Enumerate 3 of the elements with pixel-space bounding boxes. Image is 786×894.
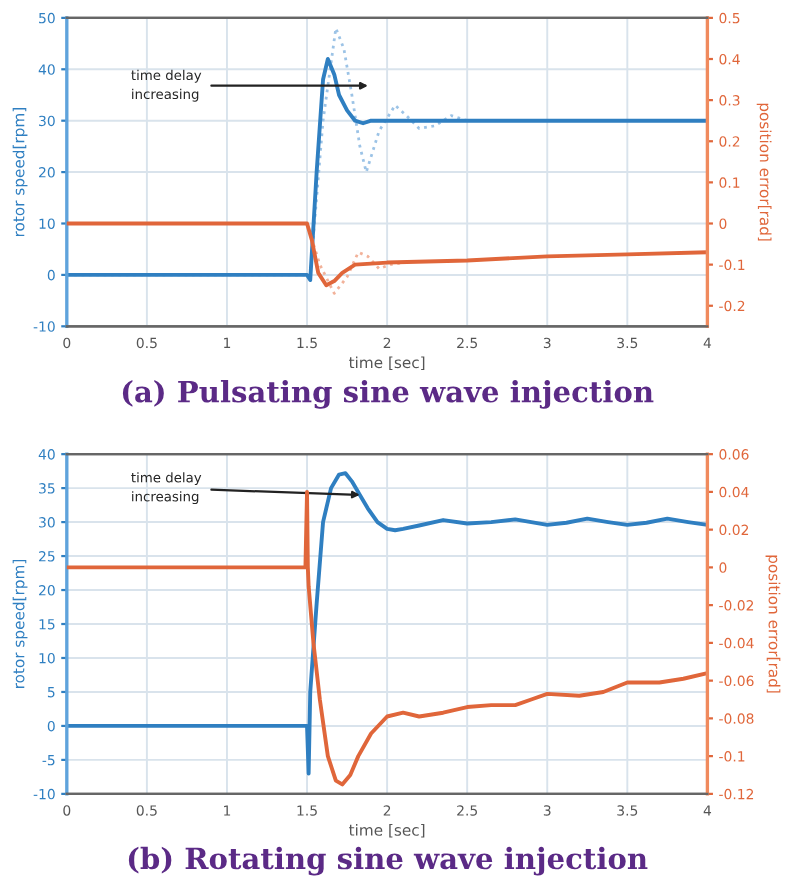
text: (a) Pulsating sine wave injection [122, 380, 654, 409]
line-series [66, 221, 708, 288]
text: (b) Rotating sine wave injection [128, 846, 648, 876]
